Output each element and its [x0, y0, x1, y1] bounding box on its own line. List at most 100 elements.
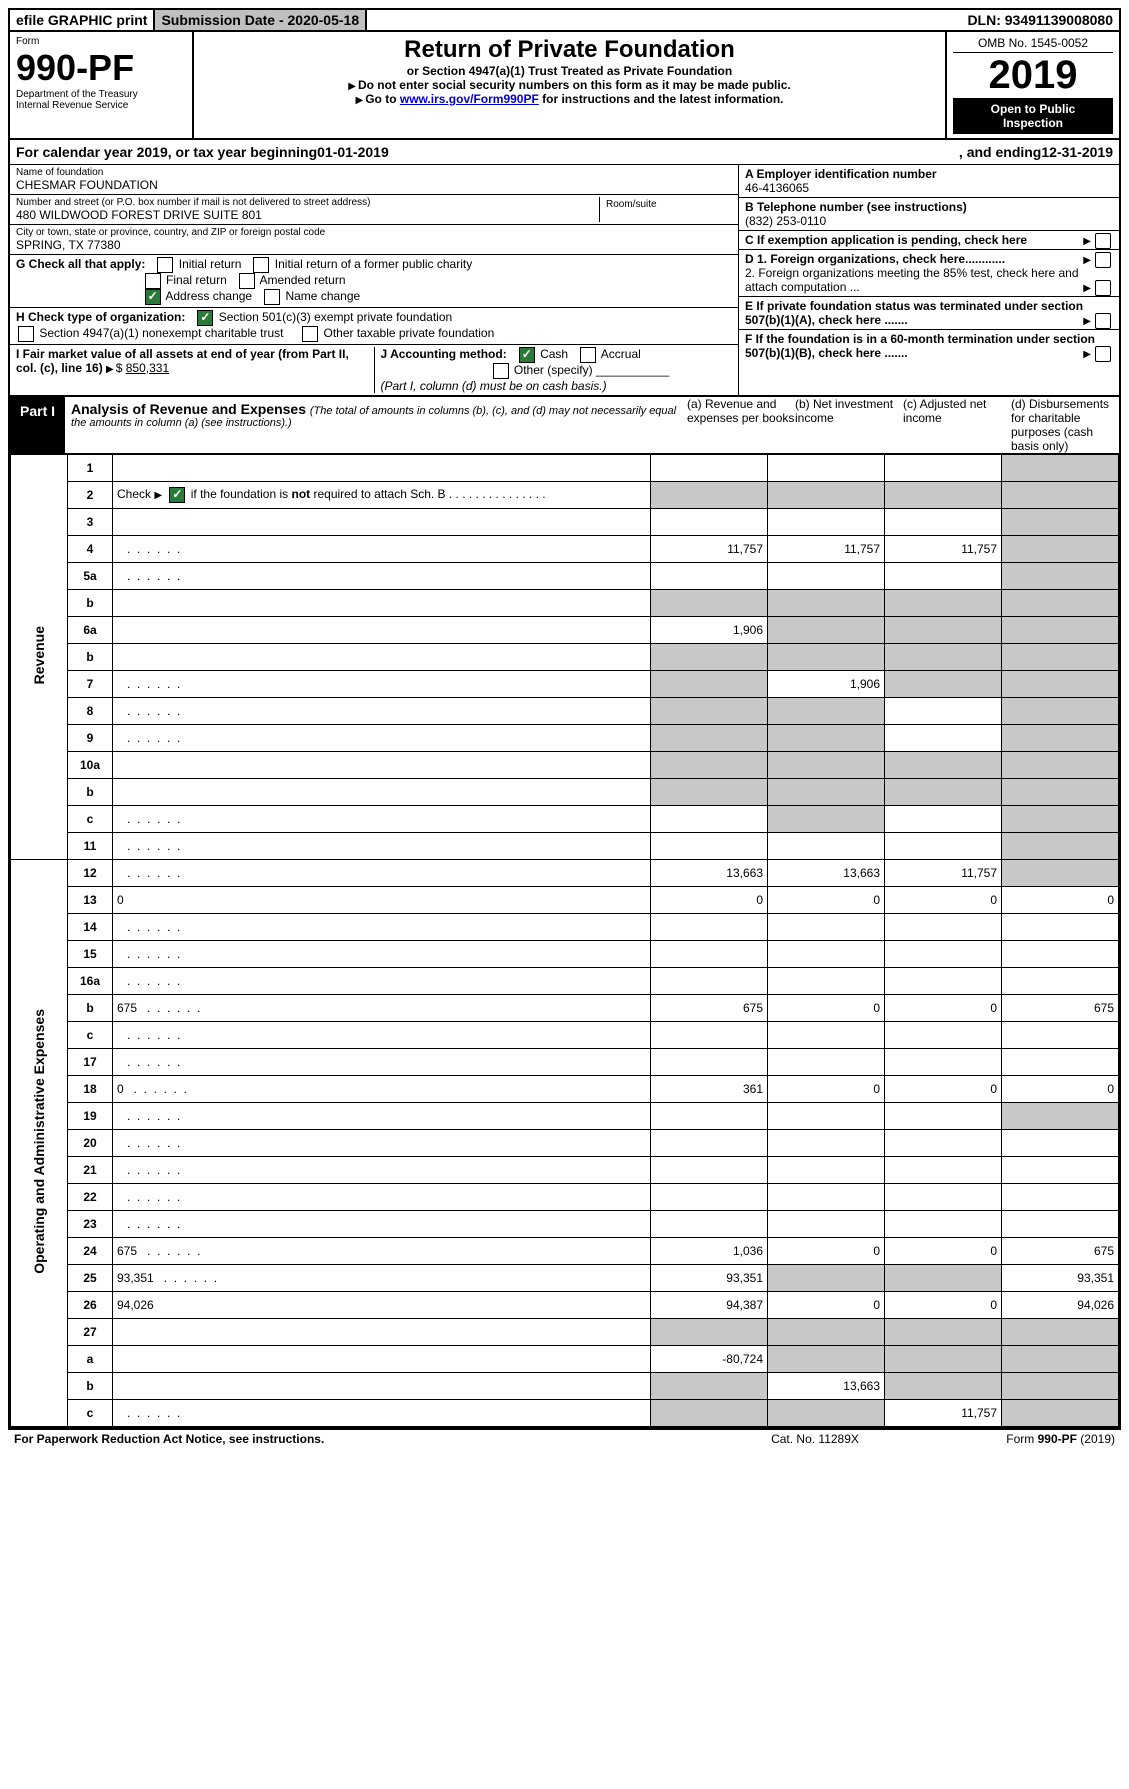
header-center: Return of Private Foundation or Section …	[194, 32, 945, 138]
col-a-value: 675	[651, 995, 768, 1022]
col-a-value	[651, 1022, 768, 1049]
table-row: 23 . . . . . .	[11, 1211, 1119, 1238]
col-d-value	[1002, 617, 1119, 644]
checkbox-e[interactable]	[1095, 313, 1111, 329]
line-number: 19	[68, 1103, 113, 1130]
efile-label: efile GRAPHIC print	[10, 10, 155, 30]
col-a-value: 1,906	[651, 617, 768, 644]
col-c-value: 0	[885, 1238, 1002, 1265]
table-row: 20 . . . . . .	[11, 1130, 1119, 1157]
col-c-value	[885, 698, 1002, 725]
table-row: 11 . . . . . .	[11, 833, 1119, 860]
col-d-value	[1002, 1103, 1119, 1130]
col-d-value	[1002, 1022, 1119, 1049]
table-row: 19 . . . . . .	[11, 1103, 1119, 1130]
table-row: 6a1,906	[11, 617, 1119, 644]
line-number: 24	[68, 1238, 113, 1265]
form-title: Return of Private Foundation	[200, 36, 939, 64]
checkbox-d2[interactable]	[1095, 280, 1111, 296]
line-number: 1	[68, 455, 113, 482]
col-c-value	[885, 941, 1002, 968]
line-number: 11	[68, 833, 113, 860]
form-url-link[interactable]: www.irs.gov/Form990PF	[400, 92, 539, 106]
col-c-value	[885, 644, 1002, 671]
line-description: 0 . . . . . .	[113, 1076, 651, 1103]
col-b-value	[768, 914, 885, 941]
part1-desc: Analysis of Revenue and Expenses (The to…	[65, 397, 687, 453]
col-b-value	[768, 833, 885, 860]
table-row: 2694,02694,3870094,026	[11, 1292, 1119, 1319]
dept-line2: Internal Revenue Service	[16, 100, 186, 111]
table-row: 2593,351 . . . . . .93,35193,351	[11, 1265, 1119, 1292]
line-description	[113, 455, 651, 482]
line-description: . . . . . .	[113, 806, 651, 833]
col-a-value	[651, 509, 768, 536]
checkbox-4947a1[interactable]	[18, 326, 34, 342]
col-c-value	[885, 779, 1002, 806]
col-d-value	[1002, 509, 1119, 536]
col-c-value	[885, 1130, 1002, 1157]
footer-left: For Paperwork Reduction Act Notice, see …	[14, 1432, 715, 1446]
line-description: . . . . . .	[113, 1184, 651, 1211]
line-description: 94,026	[113, 1292, 651, 1319]
col-c-value: 11,757	[885, 1400, 1002, 1427]
form-subtitle: or Section 4947(a)(1) Trust Treated as P…	[200, 64, 939, 78]
checkbox-accrual[interactable]	[580, 347, 596, 363]
checkbox-amended-return[interactable]	[239, 273, 255, 289]
checkbox-final-return[interactable]	[145, 273, 161, 289]
table-row: 27	[11, 1319, 1119, 1346]
col-d-value	[1002, 941, 1119, 968]
col-a-value	[651, 914, 768, 941]
col-c-header: (c) Adjusted net income	[903, 397, 1011, 453]
line-number: 21	[68, 1157, 113, 1184]
checkbox-cash[interactable]	[519, 347, 535, 363]
checkbox-address-change[interactable]	[145, 289, 161, 305]
line-number: 13	[68, 887, 113, 914]
col-b-value	[768, 590, 885, 617]
col-c-value	[885, 482, 1002, 509]
checkbox-d1[interactable]	[1095, 252, 1111, 268]
col-c-value	[885, 671, 1002, 698]
checkbox-other-method[interactable]	[493, 363, 509, 379]
checkbox-initial-return[interactable]	[157, 257, 173, 273]
header-row: Form 990-PF Department of the Treasury I…	[10, 32, 1119, 140]
col-b-value	[768, 617, 885, 644]
col-a-value	[651, 1130, 768, 1157]
checkbox-initial-return-former[interactable]	[253, 257, 269, 273]
col-b-value	[768, 941, 885, 968]
d-foreign-box: D 1. Foreign organizations, check here..…	[739, 250, 1119, 297]
checkbox-other-taxable[interactable]	[302, 326, 318, 342]
line-description: 93,351 . . . . . .	[113, 1265, 651, 1292]
col-a-value	[651, 1184, 768, 1211]
col-a-value	[651, 941, 768, 968]
line-number: 3	[68, 509, 113, 536]
col-c-value	[885, 1346, 1002, 1373]
checkbox-501c3[interactable]	[197, 310, 213, 326]
checkbox-c-pending[interactable]	[1095, 233, 1111, 249]
col-b-value	[768, 1319, 885, 1346]
col-a-header: (a) Revenue and expenses per books	[687, 397, 795, 453]
line-description	[113, 617, 651, 644]
line-number: 5a	[68, 563, 113, 590]
checkbox-name-change[interactable]	[264, 289, 280, 305]
line-number: 16a	[68, 968, 113, 995]
checkbox-f[interactable]	[1095, 346, 1111, 362]
col-c-value	[885, 752, 1002, 779]
col-a-value	[651, 1103, 768, 1130]
line-number: 23	[68, 1211, 113, 1238]
line-number: c	[68, 806, 113, 833]
table-row: b	[11, 644, 1119, 671]
col-d-value	[1002, 1184, 1119, 1211]
table-row: 14 . . . . . .	[11, 914, 1119, 941]
page-footer: For Paperwork Reduction Act Notice, see …	[8, 1429, 1121, 1448]
col-d-value	[1002, 833, 1119, 860]
omb-number: OMB No. 1545-0052	[953, 36, 1113, 53]
line-description: . . . . . .	[113, 1400, 651, 1427]
line-description: Check if the foundation is not required …	[113, 482, 651, 509]
col-c-value	[885, 509, 1002, 536]
col-a-value: 0	[651, 887, 768, 914]
col-c-value	[885, 1265, 1002, 1292]
col-d-value	[1002, 725, 1119, 752]
col-d-value	[1002, 536, 1119, 563]
col-b-value	[768, 509, 885, 536]
